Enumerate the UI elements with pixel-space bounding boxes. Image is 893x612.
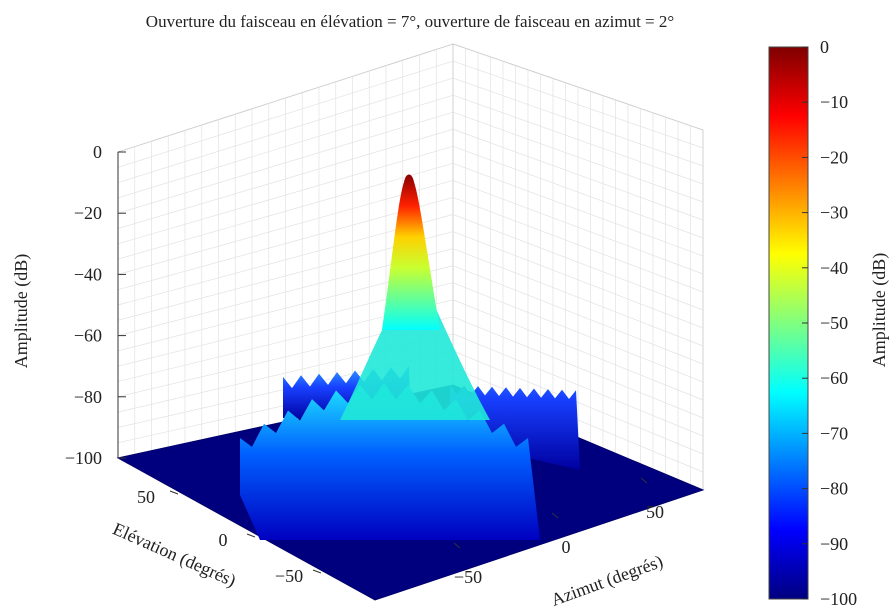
grid-line bbox=[452, 128, 704, 221]
colorbar-tick-label: −80 bbox=[820, 479, 848, 499]
x-tick-mark bbox=[551, 512, 559, 519]
z-axis-ticks: 0 −20 −40 −60 −80 −100 bbox=[65, 142, 126, 468]
z-tick-label: −20 bbox=[74, 203, 102, 223]
grid-line bbox=[117, 163, 454, 260]
z-tick-label: −40 bbox=[74, 264, 102, 284]
grid-line bbox=[117, 128, 454, 229]
y-axis-ticks: 50 0 −50 bbox=[137, 487, 322, 586]
colorbar-tick-label: −100 bbox=[820, 589, 857, 609]
colorbar-label: Amplitude (dB) bbox=[869, 253, 890, 368]
grid-line bbox=[452, 197, 704, 293]
z-tick-label: −100 bbox=[65, 448, 102, 468]
surface-plot bbox=[240, 174, 580, 540]
x-tick-mark bbox=[453, 542, 461, 549]
x-axis-ticks: −50 0 50 bbox=[453, 477, 664, 587]
y-tick-mark bbox=[312, 569, 322, 574]
x-tick-label: 50 bbox=[646, 502, 664, 522]
grid-line bbox=[452, 60, 704, 149]
y-tick-mark bbox=[246, 533, 256, 538]
x-tick-mark bbox=[640, 477, 648, 484]
colorbar-tick-label: −70 bbox=[820, 423, 848, 443]
grid-line bbox=[117, 94, 454, 199]
grid-line bbox=[117, 197, 454, 291]
x-tick-label: 0 bbox=[562, 537, 571, 557]
z-tick-label: 0 bbox=[93, 142, 102, 162]
grid-line bbox=[452, 94, 704, 185]
colorbar-tick-label: 0 bbox=[820, 37, 829, 57]
main-lobe-skirt bbox=[340, 300, 490, 420]
grid-line bbox=[117, 145, 454, 245]
z-axis-label: Amplitude (dB) bbox=[11, 254, 32, 369]
axes-box bbox=[117, 43, 704, 491]
z-tick-label: −80 bbox=[74, 387, 102, 407]
colorbar-tick-label: −50 bbox=[820, 313, 848, 333]
grid-line bbox=[452, 111, 704, 203]
grid-line bbox=[452, 77, 704, 167]
grid-line bbox=[117, 111, 454, 214]
colorbar-tick-label: −40 bbox=[820, 258, 848, 278]
chart-title: Ouverture du faisceau en élévation = 7°,… bbox=[146, 12, 674, 31]
colorbar: 0 −10 −20 −30 −40 −50 −60 −70 −80 −90 −100 Amplitu… bbox=[768, 37, 890, 609]
y-tick-label: 0 bbox=[219, 530, 228, 550]
y-tick-mark bbox=[169, 490, 179, 495]
x-tick-label: −50 bbox=[454, 567, 482, 587]
front-sidelobe-ridge bbox=[240, 383, 540, 540]
colorbar-tick-label: −60 bbox=[820, 368, 848, 388]
y-tick-label: −50 bbox=[275, 566, 303, 586]
colorbar-gradient bbox=[768, 46, 809, 600]
colorbar-tick-label: −30 bbox=[820, 203, 848, 223]
grid-line bbox=[117, 180, 454, 275]
x-axis-label: Azimut (degrés) bbox=[548, 551, 666, 611]
grid-line bbox=[117, 77, 454, 183]
grid-line bbox=[452, 180, 704, 275]
grid-line bbox=[117, 60, 454, 168]
grid-line bbox=[452, 145, 704, 239]
grid-line bbox=[452, 163, 704, 257]
colorbar-tick-label: −20 bbox=[820, 147, 848, 167]
z-tick-label: −60 bbox=[74, 326, 102, 346]
colorbar-tick-label: −90 bbox=[820, 534, 848, 554]
y-tick-label: 50 bbox=[137, 487, 155, 507]
colorbar-ticks: 0 −10 −20 −30 −40 −50 −60 −70 −80 −90 −100 bbox=[802, 37, 857, 609]
main-lobe-peak bbox=[382, 174, 440, 330]
colorbar-tick-label: −10 bbox=[820, 92, 848, 112]
